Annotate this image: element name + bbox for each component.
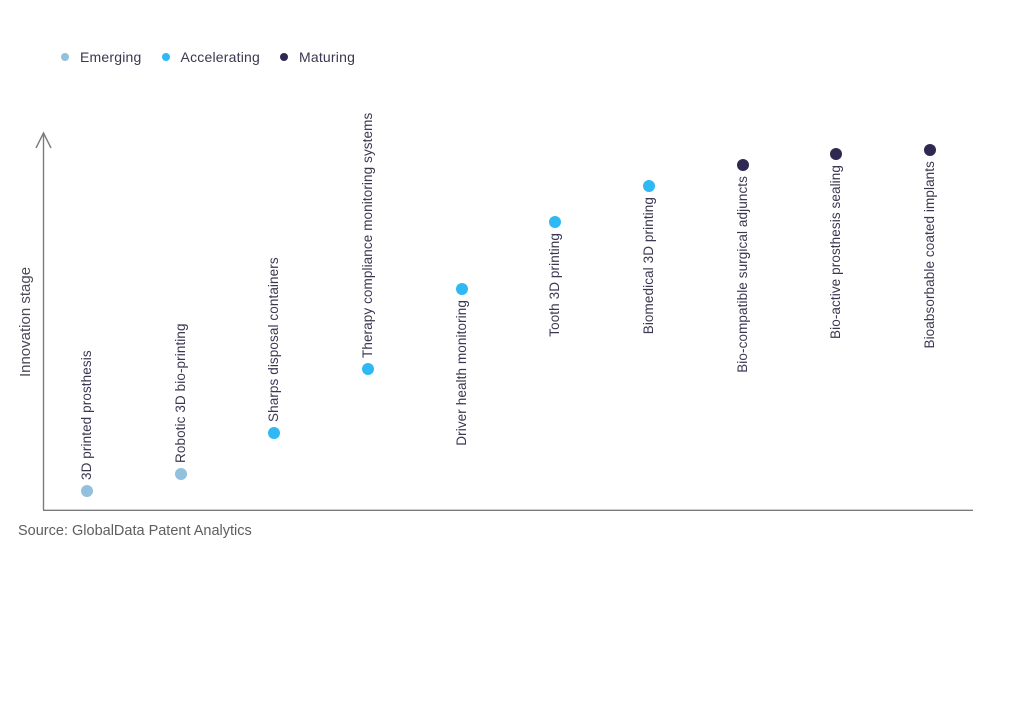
- data-point: [924, 143, 937, 156]
- data-point: [643, 179, 656, 192]
- data-point: [174, 468, 187, 481]
- legend-label: Maturing: [298, 49, 356, 65]
- point-label: Driver health monitoring: [453, 300, 469, 447]
- point-label: Bio-compatible surgical adjuncts: [734, 176, 750, 373]
- point-label: Therapy compliance monitoring systems: [360, 112, 375, 358]
- legend-dot-icon: [161, 53, 170, 61]
- data-point: [362, 362, 374, 375]
- data-point: [830, 147, 843, 160]
- data-point: [736, 159, 749, 172]
- data-point: [81, 485, 93, 498]
- legend-label: Emerging: [80, 49, 142, 65]
- point-label: Bioabsorbable coated implants: [922, 160, 938, 349]
- point-label: Robotic 3D bio-printing: [172, 323, 188, 464]
- legend-item: Maturing: [279, 49, 356, 65]
- data-point: [549, 215, 562, 228]
- legend-dot-icon: [61, 53, 69, 61]
- legend-item: Emerging: [61, 49, 142, 65]
- y-axis-label: Innovation stage: [17, 266, 34, 378]
- legend-label: Accelerating: [180, 49, 260, 65]
- point-label: Biomedical 3D printing: [641, 196, 657, 335]
- data-point: [455, 283, 468, 296]
- chart-canvas: Emerging Accelerating Maturing Innovation …: [17, 49, 973, 539]
- point-label: Bio-active prosthesis sealing: [828, 164, 844, 339]
- point-label: 3D printed prosthesis: [79, 350, 94, 481]
- y-axis-arrowhead-icon: [35, 131, 52, 149]
- axes: [35, 131, 973, 511]
- chart-legend: Emerging Accelerating Maturing: [61, 49, 375, 65]
- legend-dot-icon: [279, 53, 288, 61]
- point-label: Sharps disposal containers: [266, 257, 282, 422]
- source-note: Source: GlobalData Patent Analytics: [18, 523, 252, 539]
- point-label: Tooth 3D printing: [547, 232, 563, 337]
- data-point: [268, 426, 281, 439]
- legend-item: Accelerating: [161, 49, 260, 65]
